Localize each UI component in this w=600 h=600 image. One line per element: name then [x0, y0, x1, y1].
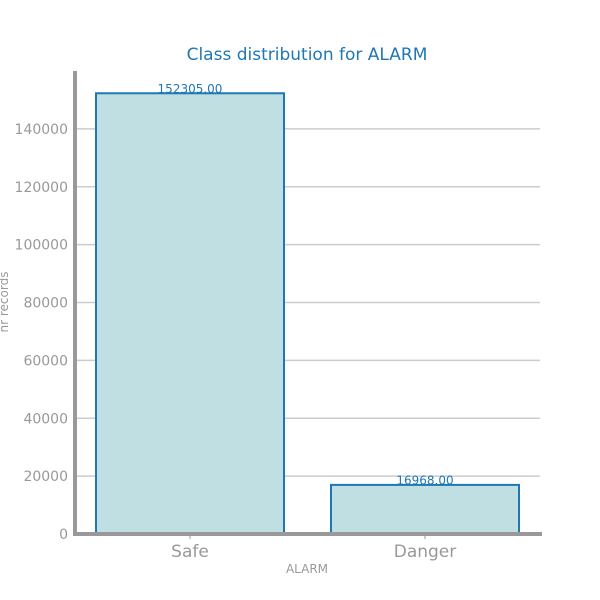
y-tick-label-1: 20000: [23, 469, 68, 485]
x-tick-label-safe: Safe: [171, 542, 209, 562]
y-tick-label-5: 100000: [15, 238, 68, 254]
y-axis-label: nr records: [0, 272, 11, 333]
y-tick-label-2: 40000: [23, 411, 68, 427]
x-tick-label-danger: Danger: [394, 542, 457, 562]
y-tick-label-7: 140000: [15, 122, 68, 138]
x-axis-label: ALARM: [286, 562, 328, 576]
chart-title: Class distribution for ALARM: [187, 45, 428, 65]
axes: 0 20000 40000 60000 80000 100000 120000 140000 S…: [15, 71, 542, 562]
bar-safe: [95, 92, 285, 536]
y-tick-label-4: 80000: [23, 296, 68, 312]
data-label-danger: 16968.00: [396, 473, 453, 487]
y-tick-label-6: 120000: [15, 180, 68, 196]
data-label-safe: 152305.00: [158, 82, 223, 96]
bar-danger: [330, 483, 520, 536]
y-tick-label-3: 60000: [23, 353, 68, 369]
y-tick-label-0: 0: [59, 527, 68, 543]
bars: 152305.00 16968.00: [95, 82, 520, 536]
